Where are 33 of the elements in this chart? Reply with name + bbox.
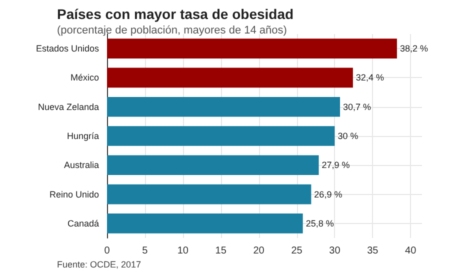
x-tick-label: 5 [142,246,148,256]
y-tick-label: Reino Unido [49,189,99,200]
y-tick-label: Nueva Zelanda [38,102,99,112]
data-label: 30 % [338,131,358,141]
x-tick-label: 35 [367,246,379,256]
y-tick-label: Australia [64,160,99,170]
bar [107,96,340,117]
data-label: 30,7 % [343,102,372,112]
source-note: Fuente: OCDE, 2017 [57,260,142,270]
y-tick-label: Estados Unidos [36,44,100,54]
bar [107,214,303,234]
y-tick-label: Canadá [67,218,99,228]
x-tick-label: 0 [104,246,110,256]
x-tick-label: 10 [177,246,189,256]
x-tick-label: 30 [329,246,341,256]
data-label: 26,9 % [314,189,342,200]
chart-title: Países con mayor tasa de obesidad [57,6,294,22]
y-tick-label: Hungría [66,131,99,141]
bar [107,38,397,58]
data-label: 25,8 % [306,218,334,228]
bar [107,155,319,176]
data-label: 38,2 % [400,44,428,54]
x-tick-label: 20 [253,246,265,256]
chart-subtitle: (porcentaje de población, mayores de 14 años) [57,24,287,36]
data-label: 32,4 % [356,72,384,83]
x-tick-label: 15 [215,246,227,256]
bar [107,68,353,88]
y-tick-label: México [70,72,99,83]
x-tick-label: 40 [405,246,417,256]
bar [107,126,335,146]
data-label: 27,9 % [322,160,350,170]
bar [107,184,312,204]
x-tick-label: 25 [291,246,303,256]
